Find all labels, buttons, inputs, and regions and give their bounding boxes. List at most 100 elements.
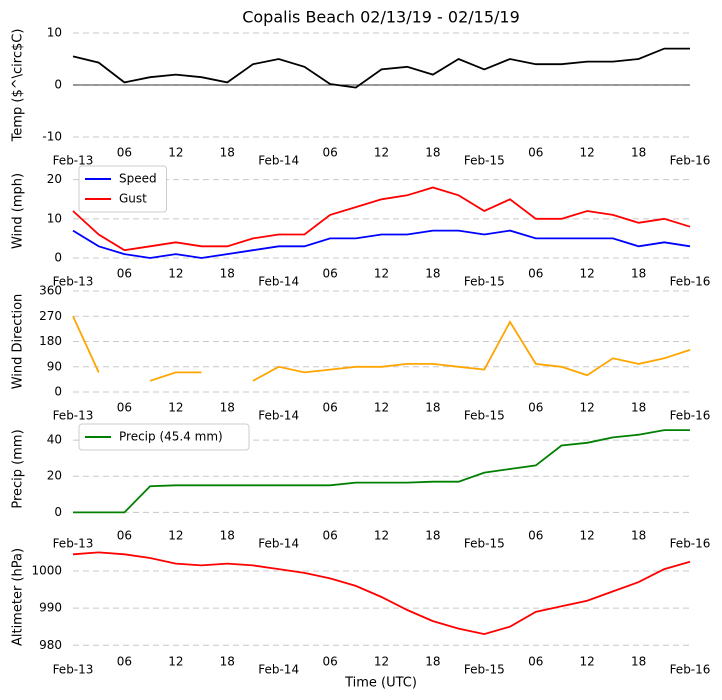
x-tick-label: 18 bbox=[425, 529, 440, 543]
x-tick-label: 06 bbox=[322, 529, 337, 543]
x-tick-label: 06 bbox=[322, 401, 337, 415]
x-tick-label: 06 bbox=[117, 146, 132, 160]
data-line bbox=[72, 551, 691, 636]
x-tick-label: Feb-14 bbox=[258, 154, 299, 168]
y-tick-label: 20 bbox=[47, 172, 62, 186]
y-axis-label: Wind Direction bbox=[11, 294, 26, 390]
x-tick-label: Feb-15 bbox=[464, 275, 505, 289]
y-tick-label: 0 bbox=[54, 78, 62, 92]
data-line bbox=[72, 315, 691, 382]
x-tick-label: 12 bbox=[374, 529, 389, 543]
x-tick-label: Feb-15 bbox=[464, 663, 505, 677]
x-tick-label: Feb-16 bbox=[670, 154, 711, 168]
x-tick-label: 06 bbox=[528, 401, 543, 415]
x-tick-label: 06 bbox=[322, 655, 337, 669]
y-tick-label: 1000 bbox=[31, 564, 62, 578]
x-tick-label: 18 bbox=[631, 267, 646, 281]
data-line bbox=[72, 47, 690, 89]
x-tick-label: Feb-14 bbox=[258, 537, 299, 551]
legend-box bbox=[78, 423, 250, 451]
x-tick-label: Feb-14 bbox=[258, 663, 299, 677]
x-tick-label: Feb-16 bbox=[670, 409, 711, 423]
x-tick-label: Feb-15 bbox=[464, 154, 505, 168]
x-tick-label: 12 bbox=[580, 267, 595, 281]
data-line bbox=[72, 186, 691, 252]
x-tick-label: 12 bbox=[580, 146, 595, 160]
x-tick-label: 12 bbox=[168, 401, 183, 415]
x-tick-label: 12 bbox=[580, 529, 595, 543]
x-tick-label: Feb-13 bbox=[53, 537, 94, 551]
y-axis-label: Temp ($^\circ$C) bbox=[11, 29, 26, 143]
x-tick-label: 18 bbox=[220, 401, 235, 415]
x-tick-label: 12 bbox=[374, 146, 389, 160]
y-tick-label: 990 bbox=[39, 601, 62, 615]
x-tick-label: 18 bbox=[631, 655, 646, 669]
data-line bbox=[72, 229, 691, 259]
x-tick-label: 06 bbox=[528, 529, 543, 543]
x-tick-label: 18 bbox=[220, 529, 235, 543]
y-tick-label: -10 bbox=[42, 130, 62, 144]
chart-title: Copalis Beach 02/13/19 - 02/15/19 bbox=[242, 8, 520, 27]
x-tick-label: Feb-15 bbox=[464, 537, 505, 551]
x-tick-label: Feb-15 bbox=[464, 409, 505, 423]
legend-label: Precip (45.4 mm) bbox=[119, 430, 223, 444]
x-tick-label: 06 bbox=[322, 146, 337, 160]
x-tick-label: Feb-13 bbox=[53, 154, 94, 168]
x-tick-label: 06 bbox=[528, 146, 543, 160]
y-tick-label: 40 bbox=[47, 433, 62, 447]
x-tick-label: 18 bbox=[631, 529, 646, 543]
y-tick-label: 0 bbox=[54, 505, 62, 519]
x-tick-label: 06 bbox=[117, 529, 132, 543]
x-tick-label: 18 bbox=[631, 146, 646, 160]
x-tick-label: 18 bbox=[425, 267, 440, 281]
x-tick-label: 18 bbox=[425, 655, 440, 669]
x-tick-label: Feb-13 bbox=[53, 663, 94, 677]
y-tick-label: 0 bbox=[54, 385, 62, 399]
x-tick-label: Feb-16 bbox=[670, 663, 711, 677]
x-tick-label: 12 bbox=[580, 401, 595, 415]
x-tick-label: 18 bbox=[631, 401, 646, 415]
y-tick-label: 360 bbox=[39, 284, 62, 298]
x-tick-label: Feb-14 bbox=[258, 409, 299, 423]
x-tick-label: Feb-14 bbox=[258, 275, 299, 289]
x-tick-label: 12 bbox=[374, 401, 389, 415]
legend-box bbox=[78, 165, 167, 213]
x-tick-label: 18 bbox=[220, 146, 235, 160]
x-tick-label: Feb-16 bbox=[670, 275, 711, 289]
x-tick-label: 18 bbox=[425, 401, 440, 415]
x-tick-label: 06 bbox=[528, 655, 543, 669]
y-tick-label: 20 bbox=[47, 469, 62, 483]
y-tick-label: 90 bbox=[47, 359, 62, 373]
y-axis-label: Precip (mm) bbox=[11, 429, 26, 508]
y-tick-label: 0 bbox=[54, 251, 62, 265]
x-axis-label: Time (UTC) bbox=[344, 676, 417, 691]
x-tick-label: 06 bbox=[322, 267, 337, 281]
x-tick-label: 18 bbox=[425, 146, 440, 160]
x-tick-label: Feb-13 bbox=[53, 275, 94, 289]
x-tick-label: 12 bbox=[168, 529, 183, 543]
legend-label: Speed bbox=[119, 172, 157, 186]
x-tick-label: 06 bbox=[528, 267, 543, 281]
x-tick-label: 18 bbox=[220, 267, 235, 281]
x-tick-label: 12 bbox=[168, 655, 183, 669]
x-tick-label: 12 bbox=[168, 146, 183, 160]
y-tick-label: 270 bbox=[39, 309, 62, 323]
y-tick-label: 10 bbox=[47, 26, 62, 40]
x-tick-label: 12 bbox=[374, 267, 389, 281]
y-axis-label: Altimeter (hPa) bbox=[11, 548, 26, 646]
x-tick-label: 06 bbox=[117, 267, 132, 281]
x-tick-label: Feb-16 bbox=[670, 537, 711, 551]
x-tick-label: 12 bbox=[580, 655, 595, 669]
data-line bbox=[73, 429, 690, 514]
y-tick-label: 180 bbox=[39, 334, 62, 348]
y-tick-label: 980 bbox=[39, 638, 62, 652]
x-tick-label: 18 bbox=[220, 655, 235, 669]
x-tick-label: 06 bbox=[117, 655, 132, 669]
x-tick-label: 12 bbox=[168, 267, 183, 281]
x-tick-label: 06 bbox=[117, 401, 132, 415]
y-axis-label: Wind (mph) bbox=[11, 173, 26, 249]
legend-label: Gust bbox=[119, 192, 147, 206]
x-tick-label: 12 bbox=[374, 655, 389, 669]
x-tick-label: Feb-13 bbox=[53, 409, 94, 423]
